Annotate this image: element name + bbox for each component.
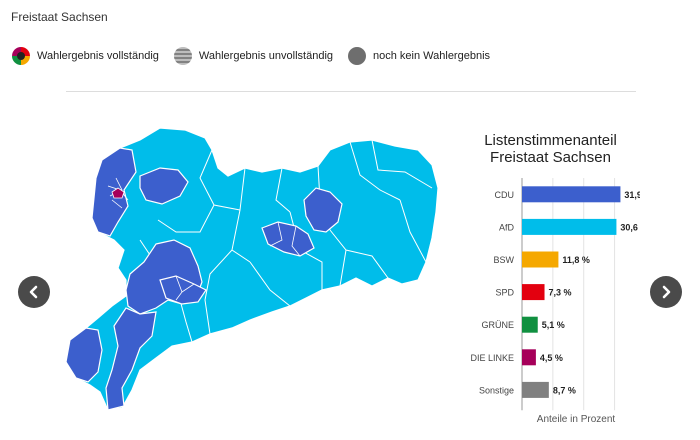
chart-category-label: BSW <box>493 255 514 265</box>
legend-label-no-result: noch kein Wahlergebnis <box>373 50 491 62</box>
chart-title-line2: Freistaat Sachsen <box>490 149 611 166</box>
leipzig-linke-district <box>111 187 125 199</box>
chart-bar <box>522 186 621 203</box>
chart-bar <box>522 251 559 268</box>
legend-label-incomplete: Wahlergebnis unvollständig <box>198 50 334 62</box>
chevron-right-icon <box>662 285 671 299</box>
chart-x-axis-label: Anteile in Prozent <box>537 414 616 425</box>
chart-value-label: 7,3 % <box>549 288 572 298</box>
chart-bar <box>522 284 545 301</box>
chart-title-line1: Listenstimmenanteil <box>484 132 617 149</box>
legend-item-no-result: noch kein Wahlergebnis <box>347 46 490 66</box>
bar-chart: CDU 31,9 % AfD 30,6 % BSW 11,8 % SPD 7,3 % GRÜNE… <box>470 178 640 425</box>
chart-value-label: 30,6 % <box>620 222 640 232</box>
saxony-constituency-map <box>65 127 439 411</box>
chart-value-label: 31,9 % <box>624 190 640 200</box>
chart-bar <box>522 218 617 235</box>
legend-item-complete: Wahlergebnis vollständig <box>11 46 159 66</box>
chemnitz-inner-borders <box>175 275 195 301</box>
chart-category-label: SPD <box>495 288 514 298</box>
chart-bar <box>522 349 536 366</box>
chart-category-label: CDU <box>495 190 515 200</box>
chart-value-label: 8,7 % <box>553 385 576 395</box>
chart-value-label: 4,5 % <box>540 353 563 363</box>
chart-category-label: GRÜNE <box>481 320 514 330</box>
chart-title: Listenstimmenanteil Freistaat Sachsen <box>468 132 633 166</box>
prev-slide-button[interactable] <box>18 276 50 308</box>
chevron-left-icon <box>29 285 38 299</box>
chart-value-label: 11,8 % <box>562 255 590 265</box>
dresden-inner-borders <box>269 221 301 257</box>
chart-value-label: 5,1 % <box>542 320 565 330</box>
legend-label-complete: Wahlergebnis vollständig <box>37 50 159 62</box>
chart-category-label: DIE LINKE <box>470 353 514 363</box>
legend-item-incomplete: Wahlergebnis unvollständig <box>173 46 333 66</box>
next-slide-button[interactable] <box>650 276 682 308</box>
striped-circle-icon <box>173 47 192 65</box>
page-title: Freistaat Sachsen <box>11 10 108 24</box>
legend: Wahlergebnis vollständig Wahlergebnis un… <box>11 44 504 68</box>
chart-category-label: Sonstige <box>479 385 514 395</box>
chart-bar <box>522 316 538 333</box>
gray-circle-icon <box>348 47 367 65</box>
multicolor-pie-icon <box>12 47 30 65</box>
chart-category-label: AfD <box>499 222 515 232</box>
chart-bar <box>522 381 549 398</box>
divider <box>66 91 636 92</box>
district-borders <box>139 139 433 343</box>
